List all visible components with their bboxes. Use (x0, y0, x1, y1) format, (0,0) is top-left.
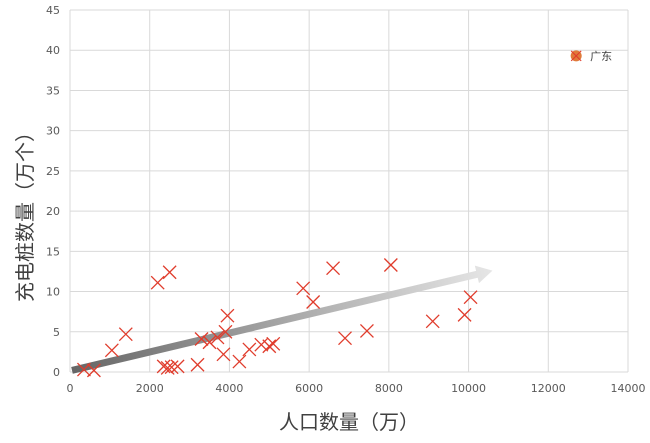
data-point (383, 258, 398, 272)
x-tick-label: 6000 (295, 382, 323, 395)
data-point (425, 314, 440, 329)
highlight-point (570, 50, 582, 62)
data-point (164, 360, 179, 375)
data-point (162, 265, 177, 280)
y-tick-label: 25 (46, 165, 60, 178)
y-tick-label: 15 (46, 245, 60, 258)
x-tick-label: 12000 (531, 382, 566, 395)
data-point (457, 307, 472, 322)
data-point (150, 275, 165, 290)
point-annotation: 广东 (590, 50, 612, 63)
data-point (296, 281, 311, 296)
data-point (170, 359, 185, 374)
data-point (210, 330, 225, 345)
y-tick-label: 30 (46, 125, 60, 138)
data-point (218, 324, 233, 339)
data-point (202, 335, 217, 350)
trend-arrow (71, 265, 493, 374)
data-point (338, 331, 352, 346)
data-point (359, 324, 374, 338)
y-tick-label: 10 (46, 286, 60, 299)
trend-arrow-body (71, 265, 493, 374)
y-tick-label: 20 (46, 205, 60, 218)
data-point (306, 295, 321, 309)
y-tick-label: 40 (46, 44, 60, 57)
data-point (194, 332, 209, 346)
x-tick-label: 14000 (611, 382, 646, 395)
grid-lines (69, 9, 629, 373)
x-tick-label: 0 (67, 382, 74, 395)
x-axis-label: 人口数量（万） (279, 410, 419, 434)
x-tick-label: 10000 (451, 382, 486, 395)
y-tick-label: 5 (53, 326, 60, 339)
trend-arrow-shape (71, 265, 493, 374)
tick-labels: 0 2000 4000 6000 8000 10000 12000 14000 0 5 10 15 20… (46, 4, 646, 395)
data-point (86, 363, 101, 378)
data-point (326, 261, 341, 276)
y-tick-label: 45 (46, 4, 60, 17)
x-tick-label: 8000 (375, 382, 403, 395)
data-point (232, 354, 247, 369)
x-tick-label: 2000 (136, 382, 164, 395)
x-tick-label: 4000 (215, 382, 243, 395)
y-tick-label: 35 (46, 84, 60, 97)
data-point (118, 327, 133, 342)
data-point (216, 347, 231, 362)
data-point (242, 342, 257, 357)
data-point (463, 290, 478, 305)
data-point (104, 343, 119, 358)
data-point (262, 339, 277, 354)
data-point (266, 336, 281, 351)
data-point (220, 308, 235, 323)
y-tick-label: 0 (53, 366, 60, 379)
data-point (190, 357, 205, 372)
data-points: 广东 (76, 50, 612, 378)
y-axis-label: 充电桩数量（万个） (13, 122, 37, 302)
